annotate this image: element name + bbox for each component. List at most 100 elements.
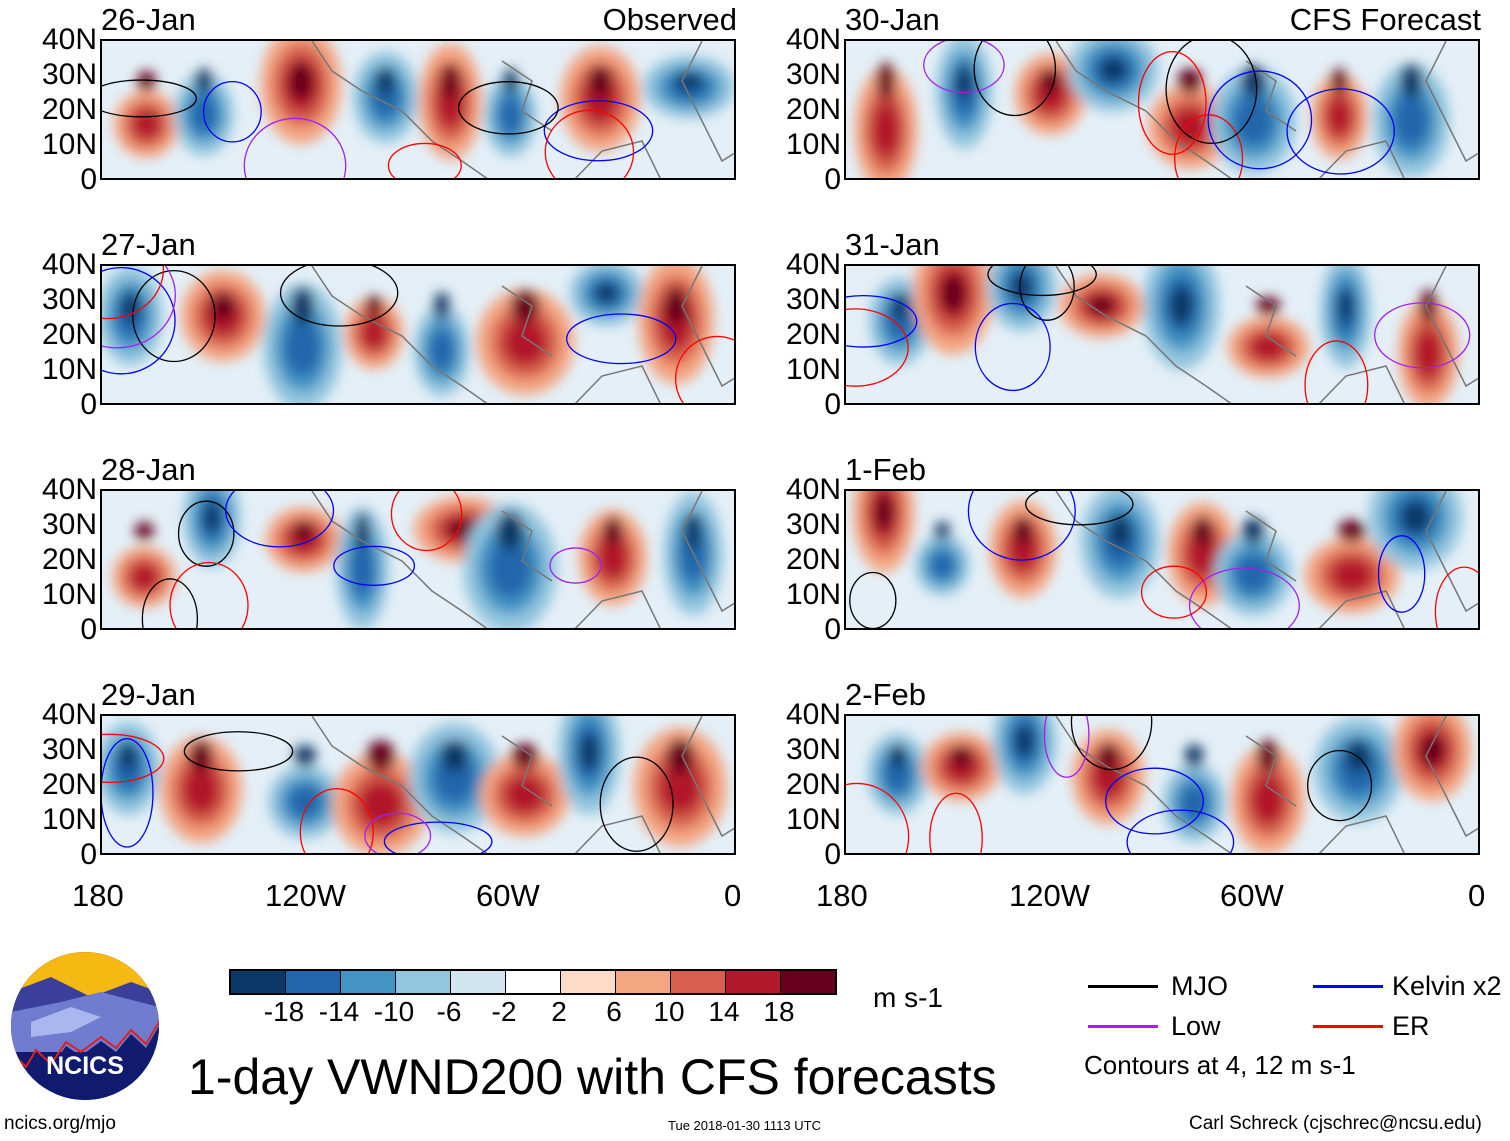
contour-line (1304, 340, 1369, 403)
x-tick-label: 0 (1468, 878, 1486, 913)
y-tick-label: 20N (41, 93, 97, 126)
contour-line (1207, 70, 1313, 170)
x-tick-label: 120W (265, 878, 346, 913)
y-tick-label: 40N (41, 473, 97, 506)
y-tick-label: 40N (785, 248, 841, 281)
legend-line-low (1088, 1025, 1158, 1028)
contour-line (141, 578, 199, 628)
colorbar-label: -6 (436, 996, 462, 1027)
map-panel (100, 714, 736, 855)
y-tick-label: 0 (824, 838, 841, 871)
y-tick-label: 40N (785, 698, 841, 731)
colorbar-label: 14 (708, 996, 740, 1027)
panel-date: 27-Jan (101, 227, 196, 262)
contour-line (1374, 302, 1471, 369)
coastline (1055, 41, 1478, 178)
contour-line (390, 491, 463, 552)
contour-line (1043, 716, 1090, 778)
colorbar-label: 2 (551, 996, 567, 1027)
contour-line (846, 782, 910, 853)
contour-line (1025, 491, 1134, 526)
contour-line (458, 81, 559, 135)
y-tick-label: 0 (80, 388, 97, 421)
map-panel (844, 39, 1480, 180)
contour-line (1105, 767, 1204, 835)
colorbar-swatch (396, 971, 451, 993)
y-tick-label: 10N (41, 803, 97, 836)
legend-label-er: ER (1392, 1011, 1430, 1041)
contour-line (299, 788, 374, 853)
y-tick-label: 30N (41, 283, 97, 316)
y-tick-label: 20N (41, 543, 97, 576)
colorbar-swatch (616, 971, 671, 993)
contour-line (967, 491, 1076, 561)
contour-line (177, 500, 235, 567)
colorbar-swatch (726, 971, 781, 993)
contour-line (364, 812, 432, 853)
panel-date: 31-Jan (845, 227, 940, 262)
coastline (311, 716, 734, 853)
y-tick-label: 0 (80, 838, 97, 871)
y-tick-label: 40N (785, 23, 841, 56)
logo-text: NCICS (46, 1052, 124, 1080)
y-tick-label: 20N (785, 318, 841, 351)
colorbar-label: -2 (491, 996, 517, 1027)
contour-line (102, 266, 176, 375)
colorbar-label: 18 (763, 996, 795, 1027)
y-tick-label: 30N (785, 58, 841, 91)
contour-line (225, 491, 335, 548)
contour-line (243, 117, 347, 178)
contour-line (674, 335, 734, 403)
coastline (311, 491, 734, 628)
panel-date: 26-Jan (101, 2, 196, 37)
y-tick-label: 20N (785, 93, 841, 126)
contour-line (383, 821, 493, 853)
panel-date: 2-Feb (845, 677, 926, 712)
contour-line (846, 294, 918, 348)
panel-date: 29-Jan (101, 677, 196, 712)
footer-author: Carl Schreck (cjschrec@ncsu.edu) (1189, 1113, 1482, 1134)
x-tick-label: 0 (724, 878, 742, 913)
colorbar-swatch (561, 971, 616, 993)
colorbar-swatch (286, 971, 341, 993)
contour-line (987, 266, 1097, 297)
colorbar-swatch (451, 971, 506, 993)
contour-line (1188, 567, 1300, 628)
colorbar-swatch (341, 971, 396, 993)
contour-line (1070, 716, 1153, 771)
y-tick-label: 30N (41, 58, 97, 91)
colorbar-swatch (671, 971, 726, 993)
contour-line (1377, 535, 1426, 613)
y-tick-label: 10N (785, 803, 841, 836)
colorbar-label: -10 (373, 996, 415, 1027)
footer-timestamp: Tue 2018-01-30 1113 UTC (668, 1118, 821, 1133)
legend-label-kelvin: Kelvin x2 (1392, 971, 1502, 1001)
panel-date: 28-Jan (101, 452, 196, 487)
panel-date: 1-Feb (845, 452, 926, 487)
y-tick-label: 40N (41, 248, 97, 281)
y-tick-label: 30N (785, 508, 841, 541)
y-tick-label: 30N (41, 508, 97, 541)
contour-line (279, 266, 399, 327)
y-tick-label: 10N (41, 128, 97, 161)
y-tick-label: 40N (41, 698, 97, 731)
legend-label-mjo: MJO (1171, 971, 1228, 1001)
x-tick-label: 180 (816, 878, 868, 913)
contour-line (1140, 565, 1208, 619)
contour-line (102, 266, 165, 320)
legend-label-low: Low (1171, 1011, 1221, 1041)
y-tick-label: 0 (80, 613, 97, 646)
contour-line (973, 41, 1057, 117)
colorbar-label: 10 (653, 996, 685, 1027)
contour-line (846, 308, 909, 387)
y-tick-label: 10N (785, 353, 841, 386)
colorbar-swatch (231, 971, 286, 993)
footer-url[interactable]: ncics.org/mjo (4, 1113, 116, 1134)
contour-line (974, 302, 1051, 392)
contour-line (169, 561, 249, 628)
contour-line (102, 733, 165, 784)
y-tick-label: 20N (41, 768, 97, 801)
contour-line (387, 142, 462, 178)
y-tick-label: 0 (824, 613, 841, 646)
